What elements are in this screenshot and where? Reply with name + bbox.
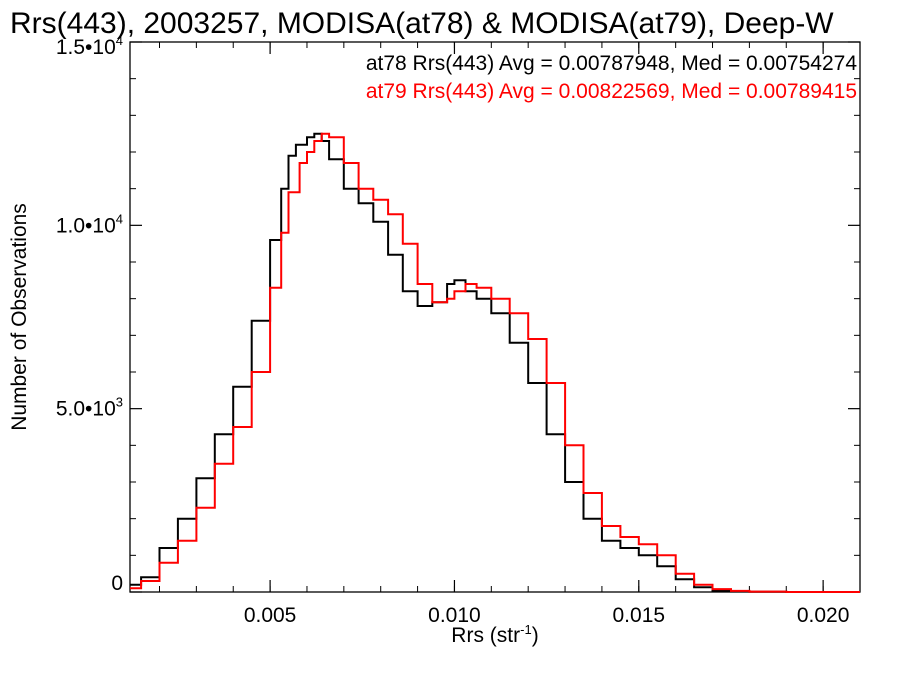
x-axis-label-close: ) [532,624,539,647]
y-tick-exponent: 4 [116,211,123,226]
y-tick-mantissa: 1.0•10 [56,214,116,237]
y-tick-mantissa: 0 [111,572,123,595]
y-tick-mantissa: 1.5•10 [56,36,116,59]
chart-title: Rrs(443), 2003257, MODISA(at78) & MODISA… [10,7,834,40]
x-axis: 0.005 0.010 0.015 0.020 [158,42,850,627]
y-tick-exponent: 4 [116,33,123,48]
x-tick-label: 0.015 [613,604,666,627]
y-tick-exponent: 3 [116,395,123,410]
x-tick-label: 0.005 [244,604,297,627]
series-line-at78 [130,132,860,593]
y-tick-mantissa: 5.0•10 [56,398,116,421]
legend-entry-at79: at79 Rrs(443) Avg = 0.00822569, Med = 0.… [366,80,857,103]
x-axis-label: Rrs (str-1) [451,622,538,647]
y-axis-label: Number of Observations [8,203,31,431]
series-group [130,132,860,593]
y-tick-label: 5.0•103 [56,395,123,421]
y-tick-label: 1.5•104 [56,33,123,59]
series-line-at79 [130,132,860,593]
x-tick-label: 0.020 [797,604,850,627]
legend-entry-at78: at78 Rrs(443) Avg = 0.00787948, Med = 0.… [366,52,857,75]
y-tick-label: 1.0•104 [56,211,123,237]
plot-frame [129,41,861,593]
x-tick-label: 0.010 [428,604,481,627]
x-axis-label-base: Rrs (str [451,624,520,647]
x-axis-label-sup: -1 [520,622,532,637]
y-tick-label: 0 [111,572,123,595]
